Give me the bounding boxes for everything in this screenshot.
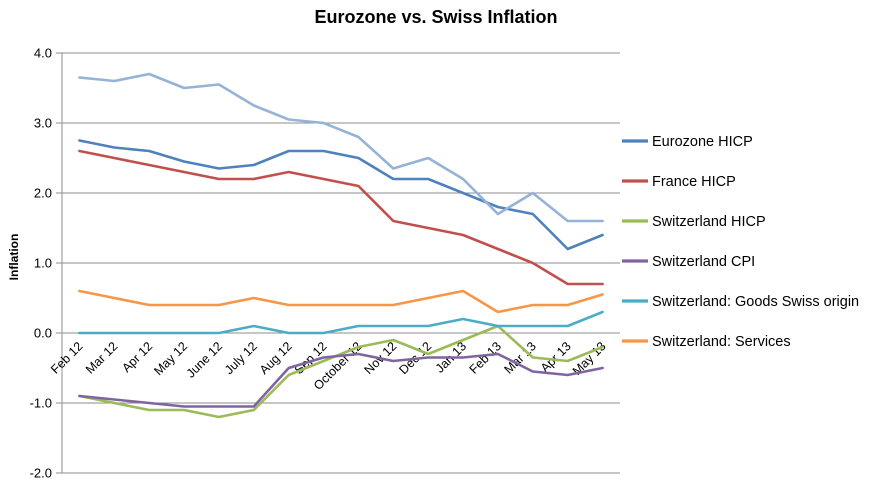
y-tick-label: 1.0 <box>34 256 52 271</box>
x-tick-label: Apr 12 <box>119 339 155 375</box>
series-line-switzerland-cpi <box>78 352 604 408</box>
legend-label-switzerland-cpi: Switzerland CPI <box>652 254 755 270</box>
legend-label-eurozone-hicp: Eurozone HICP <box>652 134 753 150</box>
series-line-eurozone-hicp <box>78 139 604 251</box>
x-tick-label: Apr 13 <box>538 339 574 375</box>
y-tick-label: -2.0 <box>30 466 52 481</box>
legend-label-switzerland-hicp: Switzerland HICP <box>652 214 766 230</box>
x-tick-label: Aug 12 <box>257 339 295 377</box>
series-line-switzerland-services <box>78 289 604 314</box>
x-tick-label: June 12 <box>184 339 225 380</box>
x-tick-label: Feb 13 <box>467 339 504 376</box>
y-tick-label: 2.0 <box>34 186 52 201</box>
y-tick-label: -1.0 <box>30 396 52 411</box>
chart-title: Eurozone vs. Swiss Inflation <box>314 7 558 27</box>
series-line-unlabeled <box>78 72 604 223</box>
y-tick-label: 0.0 <box>34 326 52 341</box>
x-tick-label: Mar 12 <box>83 339 120 376</box>
legend-label-france-hicp: France HICP <box>652 174 736 190</box>
series-line-france-hicp <box>78 149 604 286</box>
legend-label-switzerland-services: Switzerland: Services <box>652 334 791 350</box>
y-tick-label: 4.0 <box>34 46 52 61</box>
y-tick-label: 3.0 <box>34 116 52 131</box>
x-tick-label: July 12 <box>222 339 260 377</box>
legend-label-switzerland-goods-swiss-origin: Switzerland: Goods Swiss origin <box>652 294 859 310</box>
series-line-switzerland-goods-swiss-origin <box>78 310 604 335</box>
series-line-switzerland-hicp <box>78 324 604 419</box>
x-tick-label: Feb 12 <box>48 339 85 376</box>
